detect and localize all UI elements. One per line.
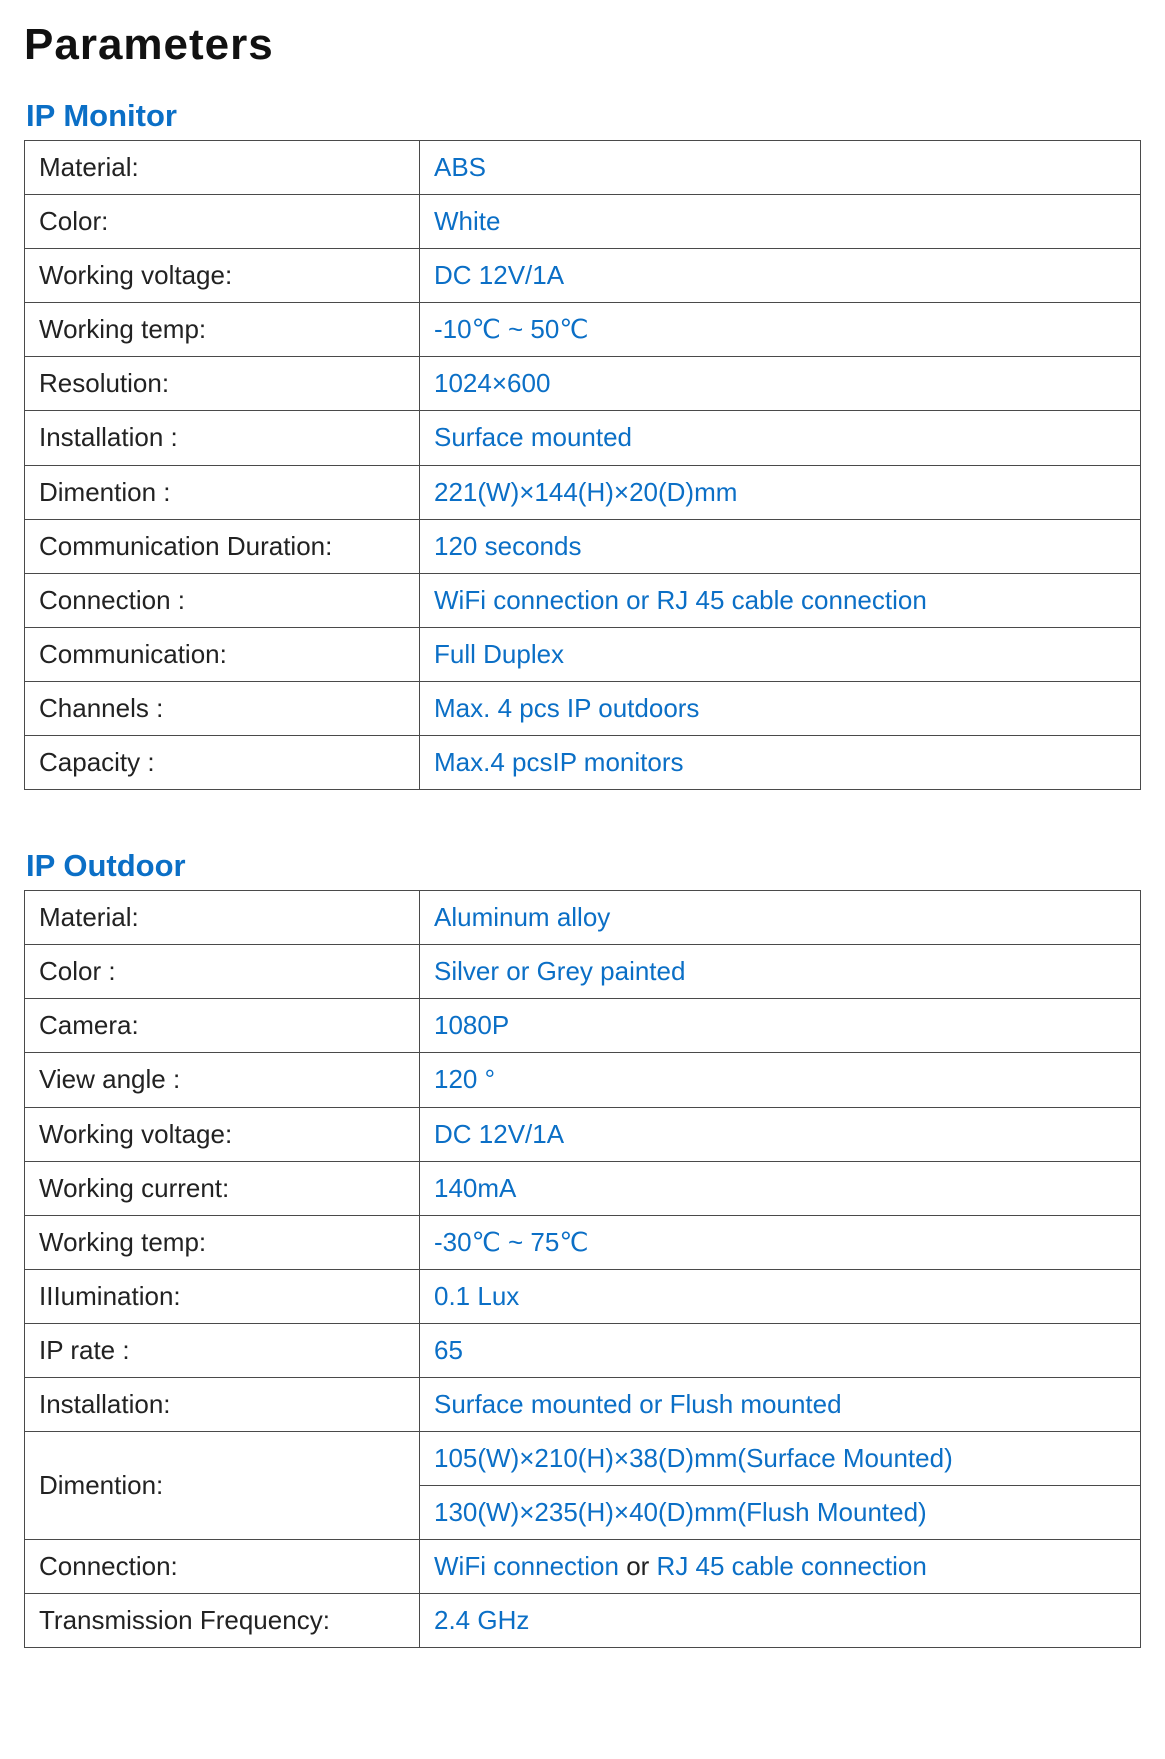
table-row: Material: Aluminum alloy <box>25 891 1141 945</box>
table-row: Communication Duration: 120 seconds <box>25 519 1141 573</box>
conn-pre: WiFi connection <box>434 1551 626 1581</box>
param-label: IIIumination: <box>25 1269 420 1323</box>
param-value: Max.4 pcsIP monitors <box>420 736 1141 790</box>
param-value: White <box>420 195 1141 249</box>
param-label: Dimention: <box>25 1432 420 1540</box>
table-row: Resolution: 1024×600 <box>25 357 1141 411</box>
table-row: IP rate : 65 <box>25 1323 1141 1377</box>
table-row: Working temp: -30℃ ~ 75℃ <box>25 1215 1141 1269</box>
param-label: Installation : <box>25 411 420 465</box>
param-value: 120 ° <box>420 1053 1141 1107</box>
param-value: Max. 4 pcs IP outdoors <box>420 681 1141 735</box>
param-label: Resolution: <box>25 357 420 411</box>
param-label: Transmission Frequency: <box>25 1594 420 1648</box>
param-value: DC 12V/1A <box>420 249 1141 303</box>
table-row: Camera: 1080P <box>25 999 1141 1053</box>
param-label: Dimention : <box>25 465 420 519</box>
table-row: Working temp: -10℃ ~ 50℃ <box>25 303 1141 357</box>
table-row: Working voltage: DC 12V/1A <box>25 249 1141 303</box>
table-row: Color : Silver or Grey painted <box>25 945 1141 999</box>
param-value: 140mA <box>420 1161 1141 1215</box>
param-value: 0.1 Lux <box>420 1269 1141 1323</box>
param-value: Full Duplex <box>420 627 1141 681</box>
param-label: Camera: <box>25 999 420 1053</box>
param-value: ABS <box>420 141 1141 195</box>
page-title: Parameters <box>24 20 1141 70</box>
param-value: Surface mounted <box>420 411 1141 465</box>
param-label: Working temp: <box>25 1215 420 1269</box>
table-row: Channels : Max. 4 pcs IP outdoors <box>25 681 1141 735</box>
ip-outdoor-table: Material: Aluminum alloy Color : Silver … <box>24 890 1141 1648</box>
param-label: Material: <box>25 141 420 195</box>
param-value: DC 12V/1A <box>420 1107 1141 1161</box>
conn-post: RJ 45 cable connection <box>649 1551 927 1581</box>
param-label: View angle : <box>25 1053 420 1107</box>
param-label: Connection: <box>25 1540 420 1594</box>
table-row: Capacity : Max.4 pcsIP monitors <box>25 736 1141 790</box>
param-label: Channels : <box>25 681 420 735</box>
section-title-outdoor: IP Outdoor <box>26 848 1141 884</box>
table-row: Transmission Frequency: 2.4 GHz <box>25 1594 1141 1648</box>
ip-monitor-table: Material: ABS Color: White Working volta… <box>24 140 1141 790</box>
table-row: Working voltage: DC 12V/1A <box>25 1107 1141 1161</box>
table-row: Working current: 140mA <box>25 1161 1141 1215</box>
table-row: Dimention: 105(W)×210(H)×38(D)mm(Surface… <box>25 1432 1141 1486</box>
param-label: Communication Duration: <box>25 519 420 573</box>
table-row: IIIumination: 0.1 Lux <box>25 1269 1141 1323</box>
param-label: Working voltage: <box>25 1107 420 1161</box>
param-value: -10℃ ~ 50℃ <box>420 303 1141 357</box>
section-gap <box>24 790 1141 824</box>
table-row: Connection : WiFi connection or RJ 45 ca… <box>25 573 1141 627</box>
param-value: WiFi connection or RJ 45 cable connectio… <box>420 1540 1141 1594</box>
param-value: 105(W)×210(H)×38(D)mm(Surface Mounted) <box>420 1432 1141 1486</box>
param-value: 65 <box>420 1323 1141 1377</box>
table-row: Communication: Full Duplex <box>25 627 1141 681</box>
param-label: Color : <box>25 945 420 999</box>
table-row: Installation: Surface mounted or Flush m… <box>25 1377 1141 1431</box>
param-value: WiFi connection or RJ 45 cable connectio… <box>420 573 1141 627</box>
section-title-monitor: IP Monitor <box>26 98 1141 134</box>
table-row: Connection: WiFi connection or RJ 45 cab… <box>25 1540 1141 1594</box>
param-value: 1080P <box>420 999 1141 1053</box>
param-value: 1024×600 <box>420 357 1141 411</box>
table-row: Installation : Surface mounted <box>25 411 1141 465</box>
param-label: IP rate : <box>25 1323 420 1377</box>
param-label: Capacity : <box>25 736 420 790</box>
table-row: Color: White <box>25 195 1141 249</box>
param-value: 120 seconds <box>420 519 1141 573</box>
param-value: Silver or Grey painted <box>420 945 1141 999</box>
param-value: Surface mounted or Flush mounted <box>420 1377 1141 1431</box>
param-value: 130(W)×235(H)×40(D)mm(Flush Mounted) <box>420 1486 1141 1540</box>
param-value: 221(W)×144(H)×20(D)mm <box>420 465 1141 519</box>
param-label: Material: <box>25 891 420 945</box>
param-label: Working temp: <box>25 303 420 357</box>
table-row: View angle : 120 ° <box>25 1053 1141 1107</box>
param-value: -30℃ ~ 75℃ <box>420 1215 1141 1269</box>
table-row: Material: ABS <box>25 141 1141 195</box>
conn-or: or <box>626 1551 649 1581</box>
param-label: Installation: <box>25 1377 420 1431</box>
table-row: Dimention : 221(W)×144(H)×20(D)mm <box>25 465 1141 519</box>
param-value: Aluminum alloy <box>420 891 1141 945</box>
param-label: Working current: <box>25 1161 420 1215</box>
param-label: Connection : <box>25 573 420 627</box>
param-label: Communication: <box>25 627 420 681</box>
param-label: Color: <box>25 195 420 249</box>
param-value: 2.4 GHz <box>420 1594 1141 1648</box>
param-label: Working voltage: <box>25 249 420 303</box>
